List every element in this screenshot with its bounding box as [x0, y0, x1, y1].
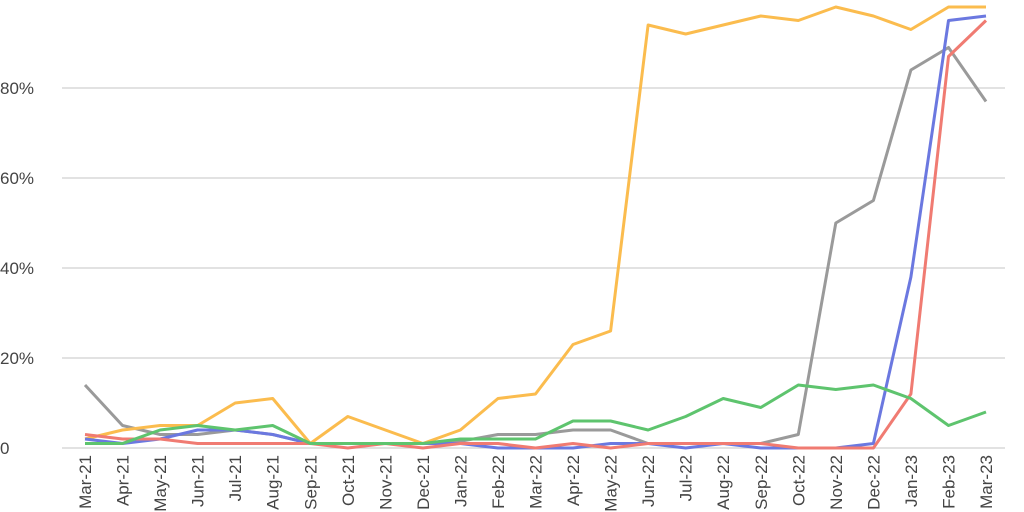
- x-tick-label: Dec-22: [864, 455, 883, 510]
- x-tick-label: Jan-23: [902, 455, 921, 507]
- x-tick-label: Mar-21: [76, 455, 95, 509]
- x-tick-label: Jun-22: [639, 455, 658, 507]
- x-tick-label: Aug-21: [264, 455, 283, 510]
- series-line-3: [84, 19, 988, 450]
- series-line-4: [85, 383, 987, 445]
- y-tick-label: 60%: [0, 169, 34, 188]
- y-tick-label: 80%: [0, 79, 34, 98]
- x-tick-label: Jun-21: [189, 455, 208, 507]
- x-tick-label: Jul-22: [677, 455, 696, 501]
- x-tick-label: Apr-22: [564, 455, 583, 506]
- x-tick-label: Feb-22: [489, 455, 508, 509]
- x-tick-label: Sep-22: [752, 455, 771, 510]
- x-tick-label: May-22: [602, 455, 621, 512]
- x-tick-label: Nov-21: [376, 455, 395, 510]
- x-tick-label: Feb-23: [939, 455, 958, 509]
- y-tick-label: 0: [0, 439, 9, 458]
- x-tick-label: May-21: [151, 455, 170, 512]
- x-tick-label: Aug-22: [714, 455, 733, 510]
- series-lines: [83, 5, 988, 450]
- x-tick-label: Mar-23: [977, 455, 996, 509]
- series-line-1: [84, 5, 986, 445]
- y-tick-label: 20%: [0, 349, 34, 368]
- x-tick-label: Jan-22: [451, 455, 470, 507]
- x-tick-label: Oct-22: [789, 455, 808, 506]
- x-tick-label: Dec-21: [414, 455, 433, 510]
- series-line-2: [84, 14, 987, 450]
- x-tick-label: Sep-21: [301, 455, 320, 510]
- x-tick-label: Nov-22: [827, 455, 846, 510]
- y-axis-labels: 0 20% 40% 60% 80%: [0, 79, 34, 458]
- x-tick-label: Jul-21: [226, 455, 245, 501]
- x-tick-label: Apr-21: [114, 455, 133, 506]
- series-line-0: [83, 46, 988, 445]
- x-tick-label: Mar-22: [527, 455, 546, 509]
- y-tick-label: 40%: [0, 259, 34, 278]
- x-tick-label: Oct-21: [339, 455, 358, 506]
- x-axis-labels: Mar-21 Apr-21 May-21 Jun-21 Jul-21 Aug-21 Sep-…: [76, 455, 996, 512]
